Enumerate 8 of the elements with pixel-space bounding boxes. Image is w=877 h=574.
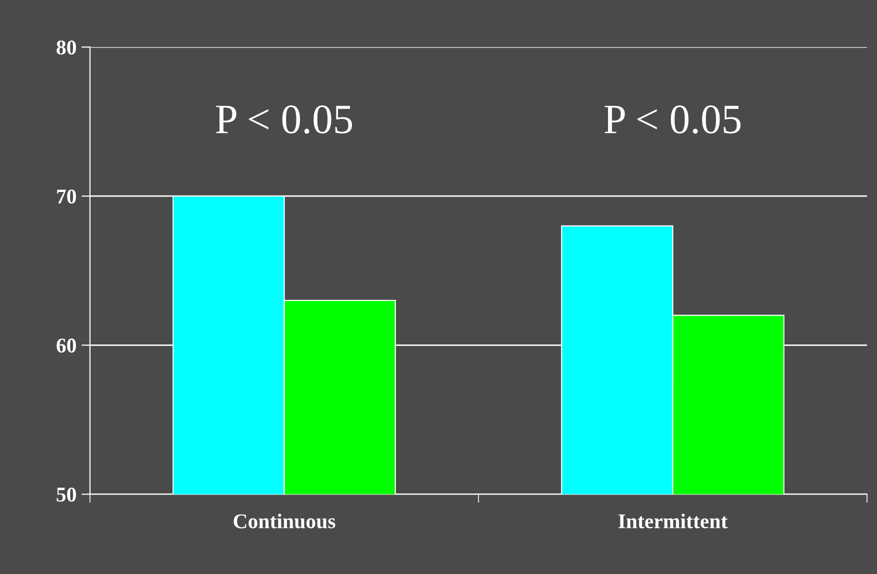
- annotation: P < 0.05: [604, 105, 741, 134]
- x-tick-label: Intermittent: [618, 514, 728, 528]
- y-tick-label: 60: [56, 338, 76, 353]
- x-tick-label: Continuous: [234, 514, 336, 528]
- y-tick-label: 50: [56, 488, 76, 502]
- annotation: P < 0.05: [216, 105, 352, 134]
- y-tick-label: 70: [57, 189, 76, 204]
- y-tick-label: 80: [56, 40, 76, 54]
